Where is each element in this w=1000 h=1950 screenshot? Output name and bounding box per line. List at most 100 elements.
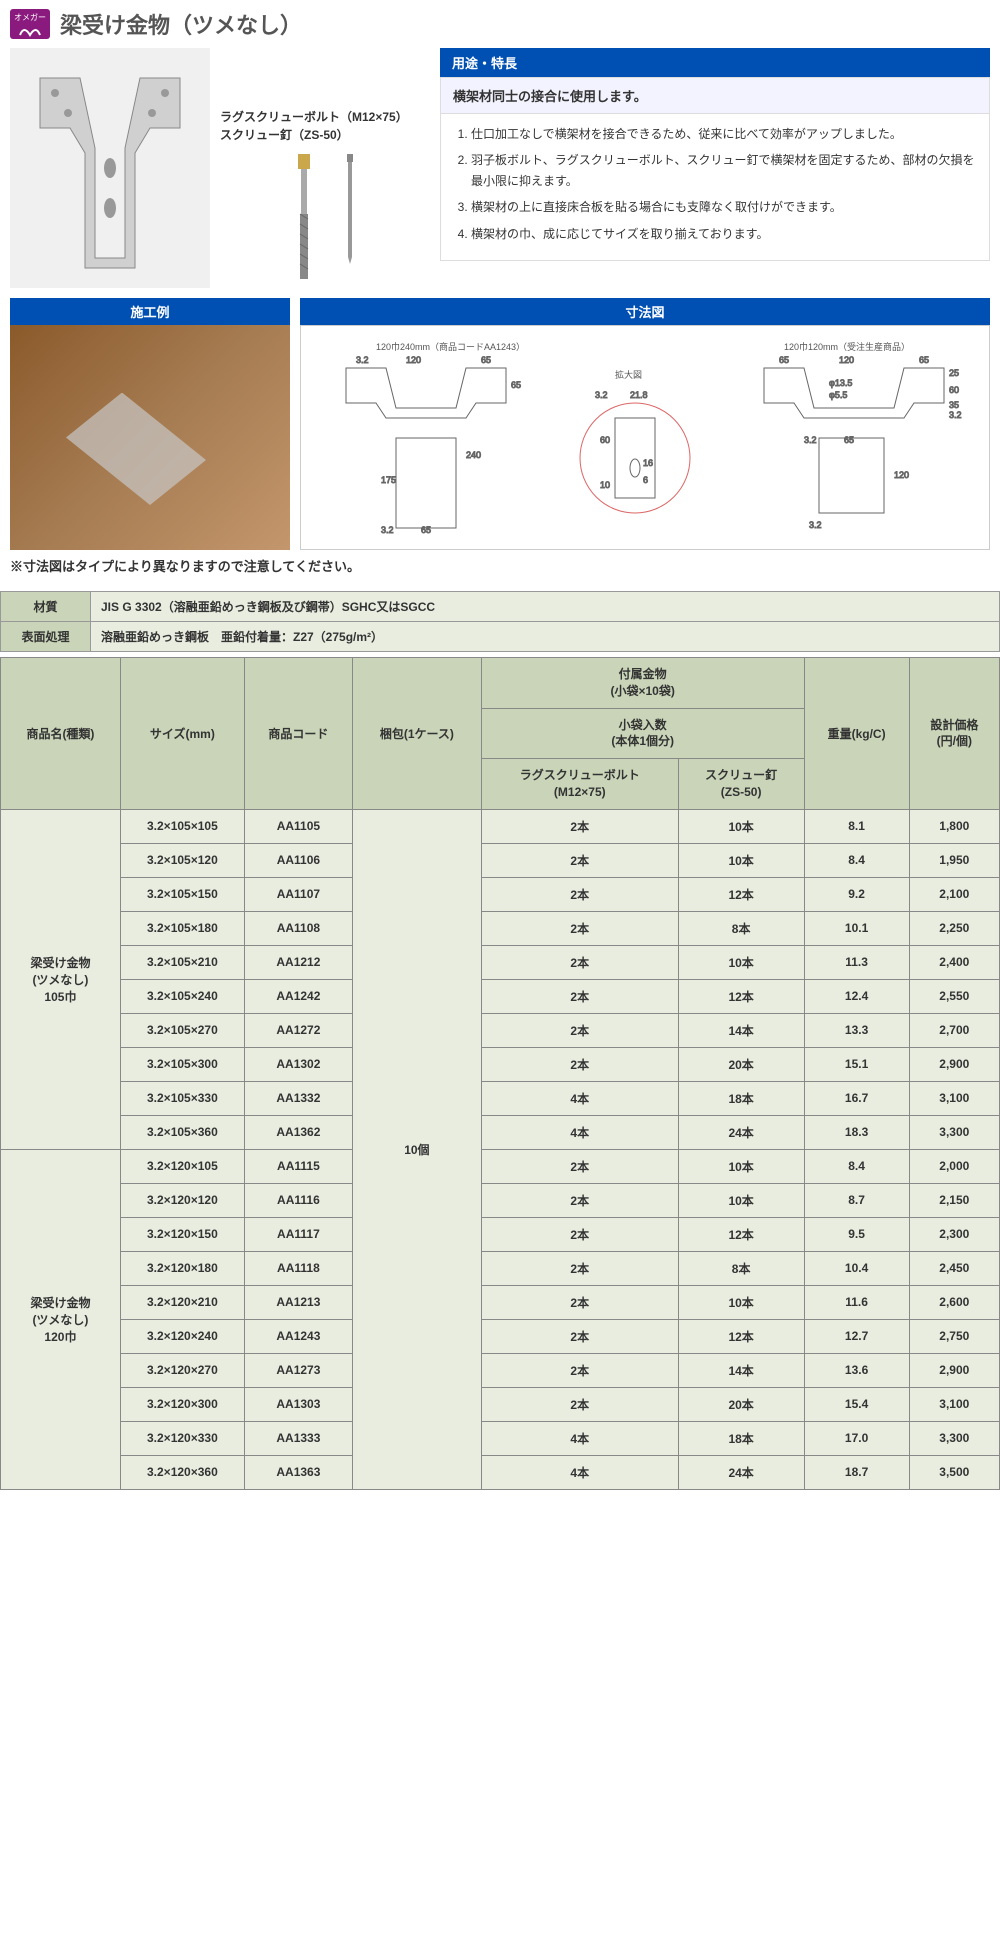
weight-cell: 13.6 [804,1353,909,1387]
price-cell: 2,900 [909,1353,999,1387]
price-cell: 1,950 [909,843,999,877]
mid-section: 施工例 寸法図 120巾240mm（商品コードAA1243） 3.2 120 6… [0,298,1000,550]
weight-cell: 15.1 [804,1047,909,1081]
feature-item: 羽子板ボルト、ラグスクリューボルト、スクリュー釘で横架材を固定するため、部材の欠… [471,150,977,191]
size-cell: 3.2×120×240 [120,1319,244,1353]
svg-text:120巾120mm（受注生産商品）: 120巾120mm（受注生産商品） [784,341,910,352]
svg-text:175: 175 [381,475,396,485]
nail-cell: 10本 [678,809,804,843]
code-cell: AA1332 [244,1081,352,1115]
size-cell: 3.2×120×270 [120,1353,244,1387]
col-accessory: 付属金物(小袋×10袋) [481,658,804,709]
nail-cell: 10本 [678,843,804,877]
size-cell: 3.2×120×360 [120,1455,244,1489]
table-row: 3.2×120×270AA1273 2本14本13.62,900 [1,1353,1000,1387]
svg-text:φ13.5: φ13.5 [829,378,852,388]
nail-cell: 10本 [678,1183,804,1217]
bolt-cell: 2本 [481,877,678,911]
example-box: 施工例 [10,298,290,550]
table-row: 3.2×120×240AA12432本12本12.72,750 [1,1319,1000,1353]
code-cell: AA1362 [244,1115,352,1149]
size-cell: 3.2×105×105 [120,809,244,843]
svg-text:φ5.5: φ5.5 [829,390,847,400]
diagram-image: 120巾240mm（商品コードAA1243） 3.2 120 65 65 175… [300,325,990,550]
weight-cell: 11.3 [804,945,909,979]
code-cell: AA1273 [244,1353,352,1387]
bolt-cell: 4本 [481,1081,678,1115]
nail-cell: 24本 [678,1115,804,1149]
svg-text:120: 120 [839,355,854,365]
table-row: 3.2×120×150AA11172本12本9.52,300 [1,1217,1000,1251]
size-cell: 3.2×120×180 [120,1251,244,1285]
code-cell: AA1303 [244,1387,352,1421]
size-cell: 3.2×105×150 [120,877,244,911]
code-cell: AA1118 [244,1251,352,1285]
col-name: 商品名(種類) [1,658,121,810]
svg-text:6: 6 [643,475,648,485]
table-row: 3.2×105×210AA12122本10本11.32,400 [1,945,1000,979]
price-cell: 2,550 [909,979,999,1013]
code-cell: AA1212 [244,945,352,979]
features-box: 用途・特長 横架材同士の接合に使用します。 仕口加工なしで横架材を接合できるため… [440,48,990,288]
code-cell: AA1302 [244,1047,352,1081]
table-row: 梁受け金物(ツメなし)105巾3.2×105×105AA110510個2本10本… [1,809,1000,843]
bolt-cell: 4本 [481,1421,678,1455]
code-cell: AA1243 [244,1319,352,1353]
table-row: 3.2×105×330AA13324本18本16.73,100 [1,1081,1000,1115]
feature-item: 仕口加工なしで横架材を接合できるため、従来に比べて効率がアップしました。 [471,124,977,144]
price-cell: 3,300 [909,1421,999,1455]
svg-text:120巾240mm（商品コードAA1243）: 120巾240mm（商品コードAA1243） [376,341,525,352]
brand-logo: オメガー [10,9,50,39]
svg-text:拡大図: 拡大図 [615,369,642,380]
weight-cell: 13.3 [804,1013,909,1047]
group-name-cell: 梁受け金物(ツメなし)105巾 [1,809,121,1149]
nail-cell: 18本 [678,1421,804,1455]
bolt-cell: 2本 [481,843,678,877]
svg-text:240: 240 [466,450,481,460]
size-cell: 3.2×120×120 [120,1183,244,1217]
nail-cell: 10本 [678,945,804,979]
svg-text:65: 65 [844,435,854,445]
col-weight: 重量(kg/C) [804,658,909,810]
example-header: 施工例 [10,298,290,325]
col-price: 設計価格(円/個) [909,658,999,810]
col-package: 梱包(1ケース) [352,658,481,810]
nail-cell: 14本 [678,1353,804,1387]
price-cell: 3,500 [909,1455,999,1489]
code-cell: AA1115 [244,1149,352,1183]
svg-text:60: 60 [949,385,959,395]
svg-text:120: 120 [894,470,909,480]
bolt-cell: 2本 [481,1387,678,1421]
nail-cell: 12本 [678,979,804,1013]
group-name-cell: 梁受け金物(ツメなし)120巾 [1,1149,121,1489]
bolt-cell: 2本 [481,1047,678,1081]
size-cell: 3.2×105×300 [120,1047,244,1081]
weight-cell: 12.7 [804,1319,909,1353]
features-list: 仕口加工なしで横架材を接合できるため、従来に比べて効率がアップしました。 羽子板… [440,114,990,261]
size-cell: 3.2×105×240 [120,979,244,1013]
bolt-cell: 2本 [481,1149,678,1183]
price-cell: 2,150 [909,1183,999,1217]
col-size: サイズ(mm) [120,658,244,810]
size-cell: 3.2×120×300 [120,1387,244,1421]
table-row: 梁受け金物(ツメなし)120巾3.2×120×105AA11152本10本8.4… [1,1149,1000,1183]
svg-text:65: 65 [481,355,491,365]
col-bag-count: 小袋入数(本体1個分) [481,708,804,759]
nail-cell: 12本 [678,1319,804,1353]
svg-text:16: 16 [643,458,653,468]
nail-cell: 20本 [678,1387,804,1421]
weight-cell: 9.2 [804,877,909,911]
spec-table: 材質 JIS G 3302（溶融亜鉛めっき鋼板及び鋼帯）SGHC又はSGCC 表… [0,591,1000,652]
diagram-header: 寸法図 [300,298,990,325]
features-header: 用途・特長 [440,48,990,77]
table-row: 3.2×105×120AA11062本10本8.41,950 [1,843,1000,877]
size-cell: 3.2×105×360 [120,1115,244,1149]
bolt-cell: 2本 [481,1353,678,1387]
col-screw-nail: スクリュー釘(ZS-50) [678,759,804,810]
price-cell: 2,100 [909,877,999,911]
bolt-cell: 2本 [481,945,678,979]
weight-cell: 8.1 [804,809,909,843]
weight-cell: 8.4 [804,1149,909,1183]
svg-text:3.2: 3.2 [595,390,608,400]
svg-text:3.2: 3.2 [356,355,369,365]
